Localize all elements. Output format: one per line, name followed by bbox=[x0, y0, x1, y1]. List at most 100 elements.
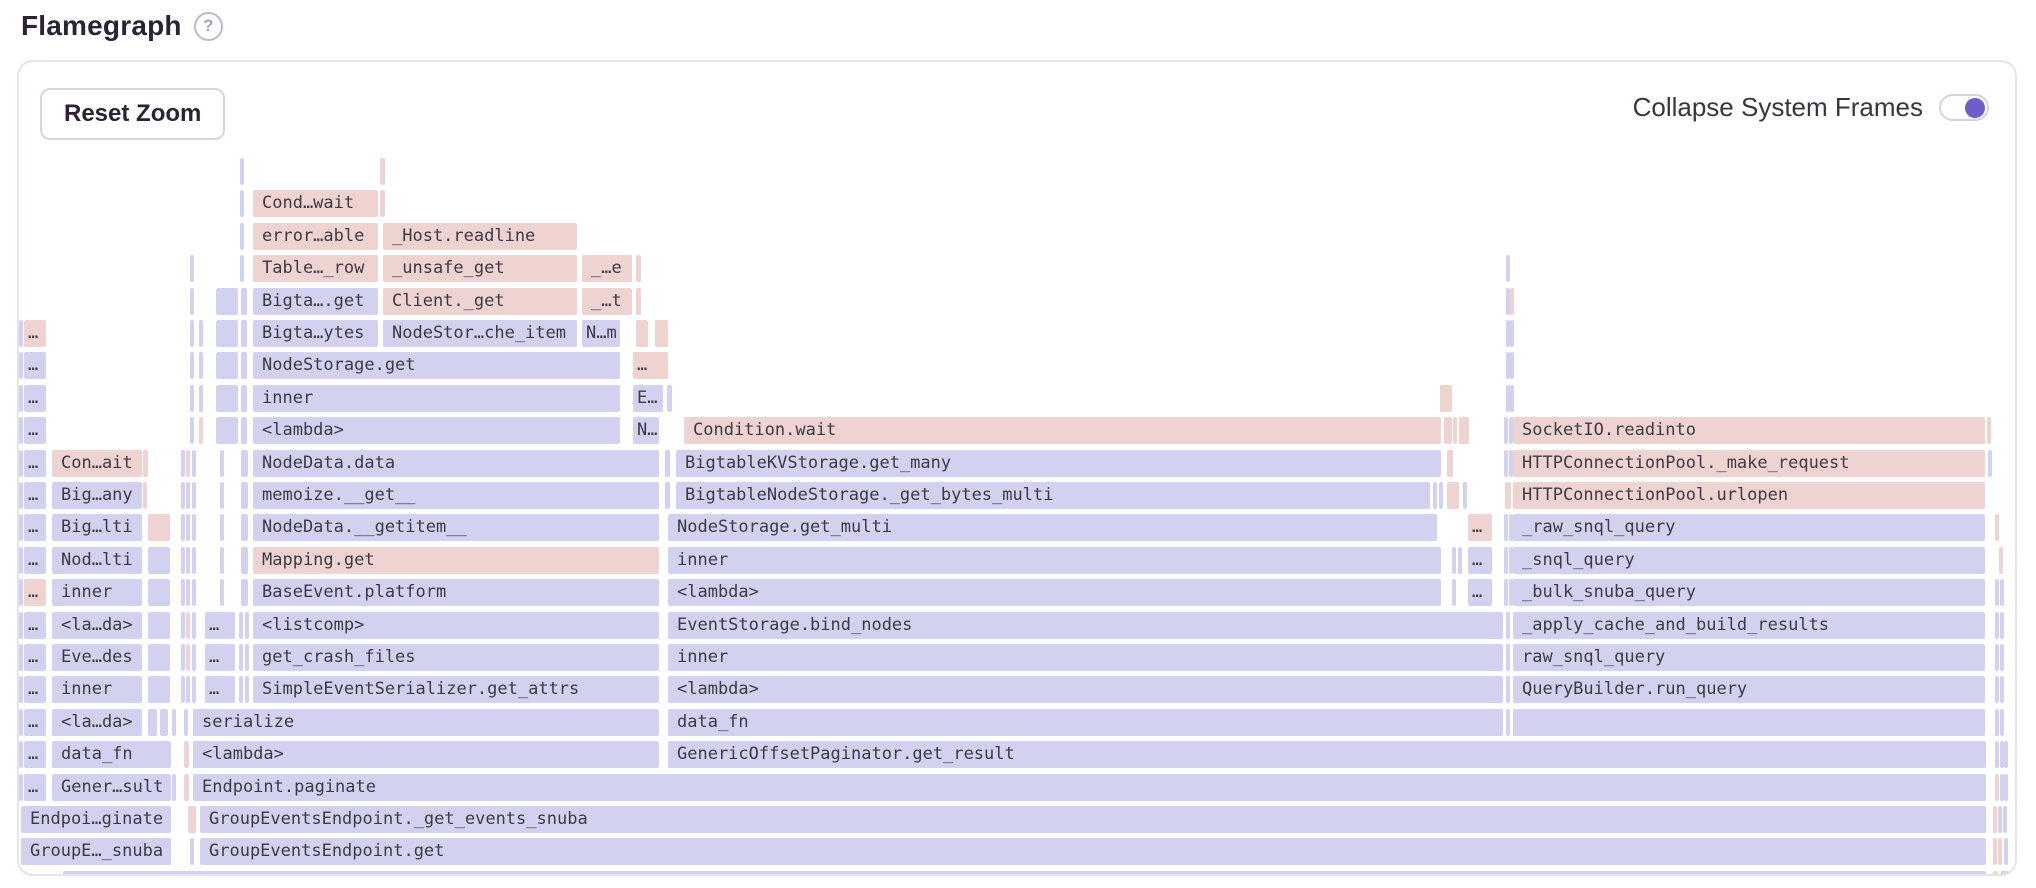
flame-frame[interactable]: _raw_snql_query bbox=[1513, 514, 1985, 542]
flame-frame[interactable] bbox=[1993, 806, 1997, 833]
flame-frame[interactable] bbox=[239, 611, 243, 639]
flamegraph-canvas[interactable]: Cond…wait error…able _Host.readline Table…_… bbox=[18, 61, 2016, 874]
flame-frame[interactable]: … bbox=[1468, 514, 1492, 542]
flame-frame[interactable]: BigtableKVStorage.get_many bbox=[676, 449, 1441, 477]
flame-frame[interactable]: get_crash_files bbox=[253, 644, 659, 671]
flame-frame[interactable]: … bbox=[24, 352, 46, 380]
flame-frame[interactable] bbox=[241, 514, 248, 542]
flame-frame[interactable] bbox=[148, 611, 170, 639]
flame-frame[interactable]: … bbox=[24, 449, 46, 477]
flame-frame[interactable]: Endpoint.paginate bbox=[193, 773, 1986, 801]
flame-frame[interactable] bbox=[2000, 611, 2004, 639]
flame-frame[interactable]: N…m bbox=[582, 320, 620, 347]
flame-frame[interactable] bbox=[192, 644, 196, 671]
flame-frame[interactable] bbox=[2004, 741, 2008, 769]
flame-frame[interactable]: SimpleEventSerializer.get_attrs bbox=[253, 676, 659, 704]
flame-frame[interactable]: … bbox=[24, 708, 46, 736]
flame-frame[interactable] bbox=[667, 384, 672, 412]
flame-frame[interactable] bbox=[19, 482, 23, 509]
flame-frame[interactable] bbox=[241, 482, 248, 509]
flame-frame[interactable] bbox=[190, 320, 194, 347]
flame-frame[interactable] bbox=[190, 287, 194, 315]
flame-frame[interactable] bbox=[216, 352, 238, 380]
flame-frame[interactable] bbox=[143, 449, 148, 477]
flame-frame[interactable]: … bbox=[1468, 546, 1492, 574]
flame-frame[interactable] bbox=[19, 579, 23, 607]
flame-frame[interactable]: inner bbox=[668, 644, 1503, 671]
flame-frame[interactable] bbox=[192, 546, 196, 574]
flame-frame[interactable] bbox=[1995, 676, 1999, 704]
flame-frame[interactable]: _bulk_snuba_query bbox=[1513, 579, 1985, 607]
flame-frame[interactable] bbox=[181, 611, 185, 639]
flame-frame[interactable] bbox=[63, 870, 1986, 874]
flame-frame[interactable] bbox=[2001, 870, 2009, 874]
flame-frame[interactable]: memoize.__get__ bbox=[253, 482, 659, 509]
flame-frame[interactable] bbox=[19, 417, 23, 445]
flame-frame[interactable] bbox=[1506, 255, 1510, 283]
flame-frame[interactable] bbox=[1988, 449, 1992, 477]
flame-frame[interactable]: … bbox=[205, 611, 235, 639]
flame-frame[interactable] bbox=[19, 676, 23, 704]
flame-frame[interactable]: <lambda> bbox=[253, 417, 620, 445]
flame-frame[interactable]: raw_snql_query bbox=[1513, 644, 1985, 671]
flame-frame[interactable] bbox=[1447, 482, 1459, 509]
flame-frame[interactable] bbox=[220, 579, 224, 607]
flame-frame[interactable] bbox=[1506, 320, 1510, 347]
flame-frame[interactable] bbox=[190, 838, 194, 866]
flame-frame[interactable]: NodeData.__getitem__ bbox=[253, 514, 659, 542]
flame-frame[interactable] bbox=[1459, 417, 1469, 445]
flame-frame[interactable] bbox=[19, 708, 23, 736]
flame-frame[interactable] bbox=[1453, 417, 1457, 445]
flame-frame[interactable] bbox=[184, 741, 189, 769]
flame-frame[interactable] bbox=[245, 644, 249, 671]
flame-frame[interactable]: Eve…des bbox=[52, 644, 142, 671]
flame-frame[interactable]: HTTPConnectionPool._make_request bbox=[1513, 449, 1985, 477]
flame-frame[interactable] bbox=[160, 708, 168, 736]
flame-frame[interactable] bbox=[192, 676, 196, 704]
flame-frame[interactable] bbox=[1505, 482, 1511, 509]
flame-frame[interactable] bbox=[199, 417, 203, 445]
flame-frame[interactable] bbox=[216, 287, 238, 315]
flame-frame[interactable]: _…e bbox=[582, 255, 632, 283]
flame-frame[interactable]: inner bbox=[52, 579, 142, 607]
flame-frame[interactable] bbox=[1993, 870, 1998, 874]
reset-zoom-button[interactable]: Reset Zoom bbox=[40, 88, 226, 140]
flame-frame[interactable] bbox=[240, 158, 244, 185]
flame-frame[interactable] bbox=[148, 579, 170, 607]
flame-frame[interactable] bbox=[19, 384, 23, 412]
flame-frame[interactable] bbox=[1509, 449, 1513, 477]
flame-frame[interactable] bbox=[186, 676, 190, 704]
flame-frame[interactable] bbox=[1458, 546, 1462, 574]
flame-frame[interactable] bbox=[1509, 546, 1513, 574]
flame-frame[interactable]: NodeStor…che_item bbox=[383, 320, 577, 347]
flame-frame[interactable] bbox=[636, 320, 648, 347]
flame-frame[interactable]: _apply_cache_and_build_results bbox=[1513, 611, 1985, 639]
flame-frame[interactable] bbox=[1987, 417, 1991, 445]
collapse-system-frames-toggle[interactable] bbox=[1939, 94, 1989, 121]
flame-frame[interactable]: <lambda> bbox=[668, 579, 1441, 607]
flame-frame[interactable] bbox=[241, 417, 247, 445]
flame-frame[interactable] bbox=[241, 320, 247, 347]
flame-frame[interactable]: Endpoi…ginate bbox=[21, 806, 171, 833]
flame-frame[interactable] bbox=[186, 482, 190, 509]
flame-frame[interactable] bbox=[19, 514, 23, 542]
flame-frame[interactable]: … bbox=[24, 676, 46, 704]
flame-frame[interactable]: … bbox=[24, 741, 46, 769]
flame-frame[interactable] bbox=[181, 579, 185, 607]
flame-frame[interactable] bbox=[1504, 449, 1508, 477]
flame-frame[interactable] bbox=[220, 482, 224, 509]
flame-frame[interactable] bbox=[239, 644, 243, 671]
flame-frame[interactable] bbox=[636, 287, 641, 315]
flame-frame[interactable] bbox=[199, 352, 203, 380]
flame-frame[interactable] bbox=[1510, 384, 1514, 412]
flame-frame[interactable] bbox=[1509, 514, 1513, 542]
flame-frame[interactable]: Mapping.get bbox=[253, 546, 659, 574]
flame-frame[interactable] bbox=[181, 676, 185, 704]
flame-frame[interactable]: _…t bbox=[582, 287, 632, 315]
flame-frame[interactable]: … bbox=[24, 611, 46, 639]
flame-frame[interactable] bbox=[143, 482, 147, 509]
flame-frame[interactable] bbox=[186, 579, 190, 607]
flame-frame[interactable]: Bigta….get bbox=[253, 287, 378, 315]
flame-frame[interactable] bbox=[1506, 676, 1510, 704]
flame-frame[interactable]: Big…any bbox=[52, 482, 142, 509]
